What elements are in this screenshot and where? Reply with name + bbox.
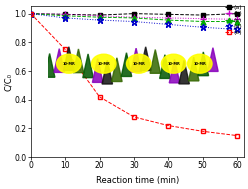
X-axis label: Reaction time (min): Reaction time (min) (96, 176, 179, 185)
Legend: (a), (b), (c), (d), (e): (a), (b), (c), (d), (e) (224, 4, 243, 36)
Y-axis label: C/C₀: C/C₀ (4, 73, 13, 91)
